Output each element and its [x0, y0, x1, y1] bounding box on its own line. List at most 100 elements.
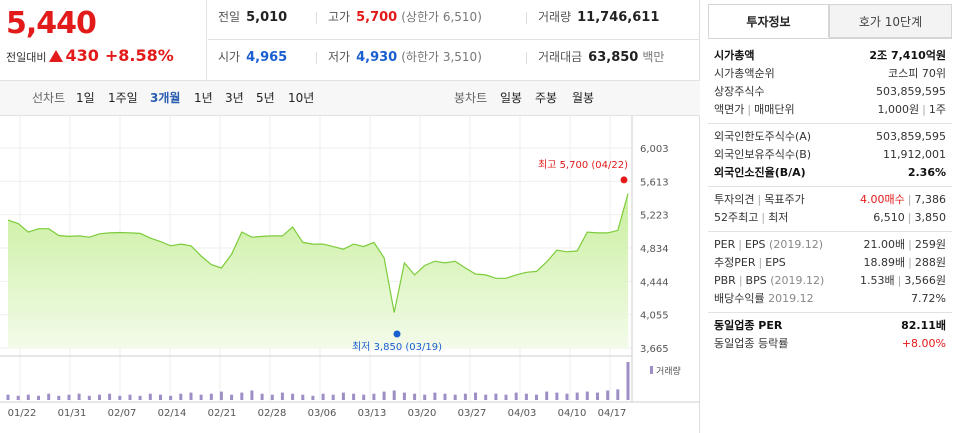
info-value-1: 1.53배: [860, 274, 895, 287]
volume-bar: [199, 394, 203, 400]
summary-cell: 거래대금 63,850 백만: [538, 40, 664, 80]
info-label: 외국인한도주식수(A): [714, 130, 812, 143]
summary-cell: 전일 5,010: [218, 0, 287, 40]
volume-legend-swatch: [650, 366, 653, 374]
investment-info-panel: 투자정보 호가 10단계 시가총액 2조 7,410억원 시가총액순위 코스피 70위…: [708, 4, 952, 429]
volume-bar: [535, 394, 538, 400]
summary-value: 5,010: [246, 10, 288, 25]
period-button-6[interactable]: 10년: [288, 91, 315, 105]
summary-row-1: 전일 5,010 고가 5,700 (상한가 6,510) 거래량 11,746,611: [208, 0, 700, 40]
candle-button-0[interactable]: 일봉: [500, 91, 523, 105]
change-amount: 430: [65, 46, 99, 65]
candle-button-1[interactable]: 주봉: [535, 91, 558, 105]
volume-bar: [585, 391, 589, 400]
summary-label: 거래량: [538, 10, 572, 24]
info-row: 배당수익률 2019.12 7.72%: [714, 290, 946, 308]
price-chart: 6,003 5,613 5,223 4,834 4,444 4,055 3,665 최고 5,…: [0, 116, 700, 433]
info-value-2: 7,386: [914, 193, 947, 206]
volume-bar: [138, 395, 142, 400]
volume-bar: [392, 390, 396, 400]
info-value: 503,859,595: [876, 85, 946, 98]
low-label: 최저 3,850 (03/19): [352, 341, 442, 353]
separator: |: [907, 193, 912, 206]
volume-bar: [382, 391, 386, 400]
candle-button-2[interactable]: 월봉: [572, 91, 595, 105]
separator: |: [761, 211, 766, 224]
high-marker: [620, 176, 628, 184]
volume-bar: [565, 393, 569, 400]
period-button-4[interactable]: 3년: [225, 91, 244, 105]
separator: |: [907, 211, 912, 224]
info-date: 2019.12: [764, 292, 814, 305]
volume-bar: [352, 393, 356, 400]
current-price: 5,440: [6, 6, 97, 41]
info-value: 6,510 | 3,850: [873, 209, 946, 227]
info-label: 52주최고 | 최저: [714, 211, 789, 224]
period-button-3[interactable]: 1년: [194, 91, 213, 105]
info-row: PER | EPS (2019.12) 21.00배 | 259원: [714, 236, 946, 254]
info-label: 액면가 | 매매단위: [714, 103, 795, 116]
info-row: 추정PER | EPS 18.89배 | 288원: [714, 254, 946, 272]
line-chart-label: 선차트: [32, 91, 66, 105]
period-button-5[interactable]: 5년: [256, 91, 275, 105]
price-change-row: 전일대비 430 +8.58%: [6, 46, 174, 65]
volume-bar: [463, 393, 467, 400]
volume-bar: [474, 392, 477, 400]
summary-value: 4,930: [356, 50, 398, 65]
y-tick-label: 4,055: [640, 311, 669, 322]
info-value-2: 288원: [914, 256, 946, 269]
volume-bar: [67, 394, 71, 400]
volume-bar: [118, 395, 122, 400]
tab-order-book[interactable]: 호가 10단계: [829, 4, 952, 38]
stock-chart-panel: 5,440 전일대비 430 +8.58% 전일 5,010 고가 5,700 (상한가 6…: [0, 0, 700, 433]
period-button-0[interactable]: 1일: [76, 91, 95, 105]
info-label: 시가총액: [714, 49, 755, 62]
summary-row-2: 시가 4,965 저가 4,930 (하한가 3,510) 거래대금 63,850 백만: [208, 40, 700, 80]
period-button-2[interactable]: 3개월: [150, 91, 181, 105]
info-value: 7.72%: [911, 292, 946, 305]
volume-bar: [433, 392, 437, 400]
volume-bar: [494, 393, 498, 400]
tab-investment-info[interactable]: 투자정보: [708, 4, 829, 38]
volume-bar: [606, 390, 610, 400]
x-tick-label: 03/06: [308, 408, 337, 419]
volume-bar: [219, 391, 223, 400]
high-label: 최고 5,700 (04/22): [538, 159, 628, 171]
info-value: 2조 7,410억원: [869, 49, 946, 62]
info-value: 11,912,001: [883, 148, 946, 161]
separator: |: [758, 256, 763, 269]
separator: |: [922, 103, 926, 116]
y-tick-label: 4,834: [640, 244, 669, 255]
info-value: +8.00%: [901, 337, 946, 350]
volume-bar: [362, 394, 366, 400]
info-divider: [708, 231, 952, 232]
info-row: 외국인보유주식수(B) 11,912,001: [714, 146, 946, 164]
volume-bar: [6, 394, 10, 400]
info-value-1: 4.00매수: [860, 193, 905, 206]
summary-divider: [526, 12, 527, 24]
volume-bar: [26, 394, 30, 400]
info-date: (2019.12): [765, 238, 824, 251]
separator: |: [747, 103, 752, 116]
info-row: 52주최고 | 최저 6,510 | 3,850: [714, 209, 946, 227]
volume-bar: [47, 393, 51, 400]
info-value: 21.00배 | 259원: [864, 236, 946, 254]
volume-bar: [108, 393, 112, 400]
price-line: [7, 193, 629, 313]
volume-bar: [291, 393, 295, 400]
info-label: 투자의견 | 목표주가: [714, 193, 805, 206]
volume-legend-label: 거래량: [656, 365, 681, 377]
chart-toolbar: 선차트 봉차트 1일 1주일 3개월 1년 3년 5년 10년 일봉 주봉 월봉: [0, 80, 700, 116]
volume-bar: [179, 393, 183, 400]
info-value-1: 6,510: [873, 211, 905, 224]
volume-bar: [98, 394, 101, 400]
volume-bar: [301, 394, 305, 400]
period-button-1[interactable]: 1주일: [108, 91, 138, 105]
info-value: 1,000원 | 1주: [878, 101, 946, 119]
volume-bar: [423, 394, 427, 400]
info-label: 외국인보유주식수(B): [714, 148, 812, 161]
info-date: (2019.12): [766, 274, 825, 287]
volume-bar: [341, 392, 345, 400]
info-row: 상장주식수 503,859,595: [714, 83, 946, 101]
x-tick-label: 01/22: [8, 408, 37, 419]
